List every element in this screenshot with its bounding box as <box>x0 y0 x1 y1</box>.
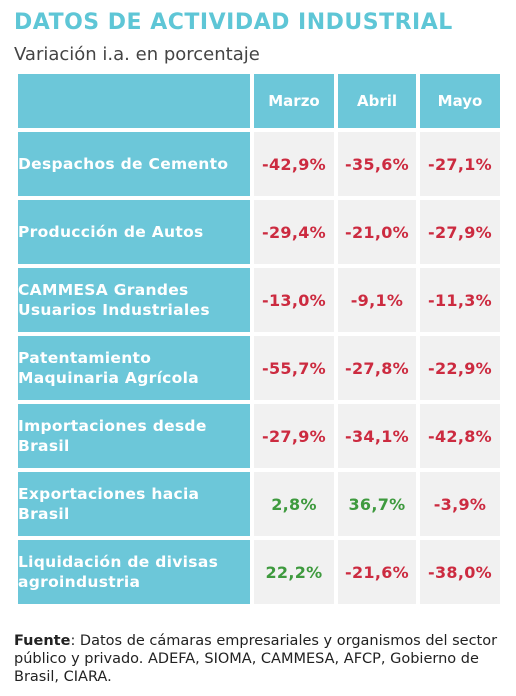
row-label: Exportaciones hacia Brasil <box>14 468 254 540</box>
value-cell: -11,3% <box>416 264 504 336</box>
row-label: Patentamiento Maquinaria Agrícola <box>14 332 254 404</box>
value-cell: -27,1% <box>416 128 504 200</box>
value-cell: -42,8% <box>416 400 504 472</box>
value-cell: -27,9% <box>416 196 504 268</box>
value-cell: 36,7% <box>334 468 420 540</box>
table-row: Importaciones desde Brasil -27,9% -34,1%… <box>14 400 504 472</box>
row-label: Producción de Autos <box>14 196 254 268</box>
value-cell: -42,9% <box>250 128 338 200</box>
value-cell: -21,0% <box>334 196 420 268</box>
table-row: Despachos de Cemento -42,9% -35,6% -27,1… <box>14 128 504 200</box>
table-row: Patentamiento Maquinaria Agrícola -55,7%… <box>14 332 504 404</box>
source-text: : Datos de cámaras empresariales y organ… <box>14 633 498 685</box>
value-cell: -22,9% <box>416 332 504 404</box>
value-cell: -21,6% <box>334 536 420 608</box>
value-cell: -27,9% <box>250 400 338 472</box>
page-subtitle: Variación i.a. en porcentaje <box>14 44 260 65</box>
activity-table: Marzo Abril Mayo Despachos de Cemento -4… <box>14 70 504 608</box>
value-cell: -13,0% <box>250 264 338 336</box>
source-label: Fuente <box>14 633 71 649</box>
value-cell: -3,9% <box>416 468 504 540</box>
source-note: Fuente: Datos de cámaras empresariales y… <box>14 632 504 686</box>
page-title: DATOS DE ACTIVIDAD INDUSTRIAL <box>14 10 453 35</box>
column-header-marzo: Marzo <box>250 70 338 132</box>
value-cell: -55,7% <box>250 332 338 404</box>
value-cell: -27,8% <box>334 332 420 404</box>
row-label: Importaciones desde Brasil <box>14 400 254 472</box>
table-row: CAMMESA Grandes Usuarios Industriales -1… <box>14 264 504 336</box>
value-cell: -34,1% <box>334 400 420 472</box>
value-cell: -29,4% <box>250 196 338 268</box>
column-header-mayo: Mayo <box>416 70 504 132</box>
header-corner-cell <box>14 70 254 132</box>
row-label: Despachos de Cemento <box>14 128 254 200</box>
table-row: Exportaciones hacia Brasil 2,8% 36,7% -3… <box>14 468 504 540</box>
table-row: Liquidación de divisas agroindustria 22,… <box>14 536 504 608</box>
value-cell: -38,0% <box>416 536 504 608</box>
value-cell: -35,6% <box>334 128 420 200</box>
column-header-abril: Abril <box>334 70 420 132</box>
table-row: Producción de Autos -29,4% -21,0% -27,9% <box>14 196 504 268</box>
value-cell: 2,8% <box>250 468 338 540</box>
row-label: CAMMESA Grandes Usuarios Industriales <box>14 264 254 336</box>
value-cell: 22,2% <box>250 536 338 608</box>
value-cell: -9,1% <box>334 264 420 336</box>
row-label: Liquidación de divisas agroindustria <box>14 536 254 608</box>
table-header-row: Marzo Abril Mayo <box>14 70 504 132</box>
